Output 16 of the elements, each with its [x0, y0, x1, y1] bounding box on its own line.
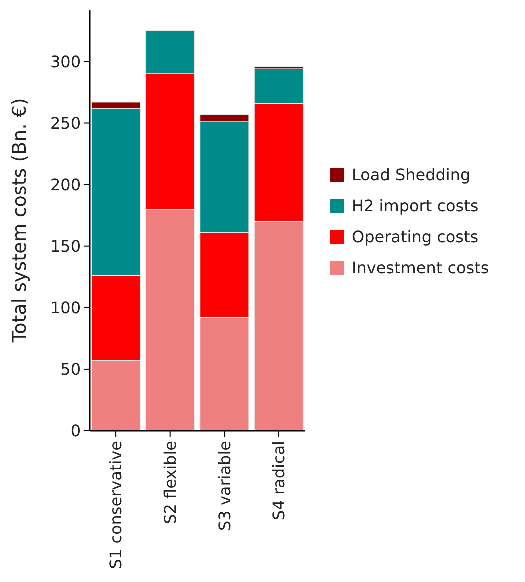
y-tick-label: 0 [70, 422, 81, 441]
y-axis-title: Total system costs (Bn. €) [9, 98, 31, 344]
x-tick-label: S3 variable [215, 441, 234, 531]
x-tick-label: S4 radical [270, 441, 289, 520]
y-tick-label: 250 [50, 114, 81, 133]
x-tick-label: S1 conservative [106, 441, 126, 570]
legend-label: Operating costs [352, 228, 479, 247]
y-tick-label: 50 [60, 360, 81, 380]
legend-label: Load Shedding [352, 166, 471, 185]
x-tick-label: S2 flexible [160, 441, 180, 524]
legend-label: H2 import costs [352, 196, 479, 216]
y-tick-label: 150 [50, 236, 81, 256]
text: Investment costs [352, 258, 490, 278]
y-tick-label: 200 [50, 175, 81, 194]
y-tick-label: 100 [50, 298, 81, 318]
y-tick-label: 300 [50, 52, 81, 72]
